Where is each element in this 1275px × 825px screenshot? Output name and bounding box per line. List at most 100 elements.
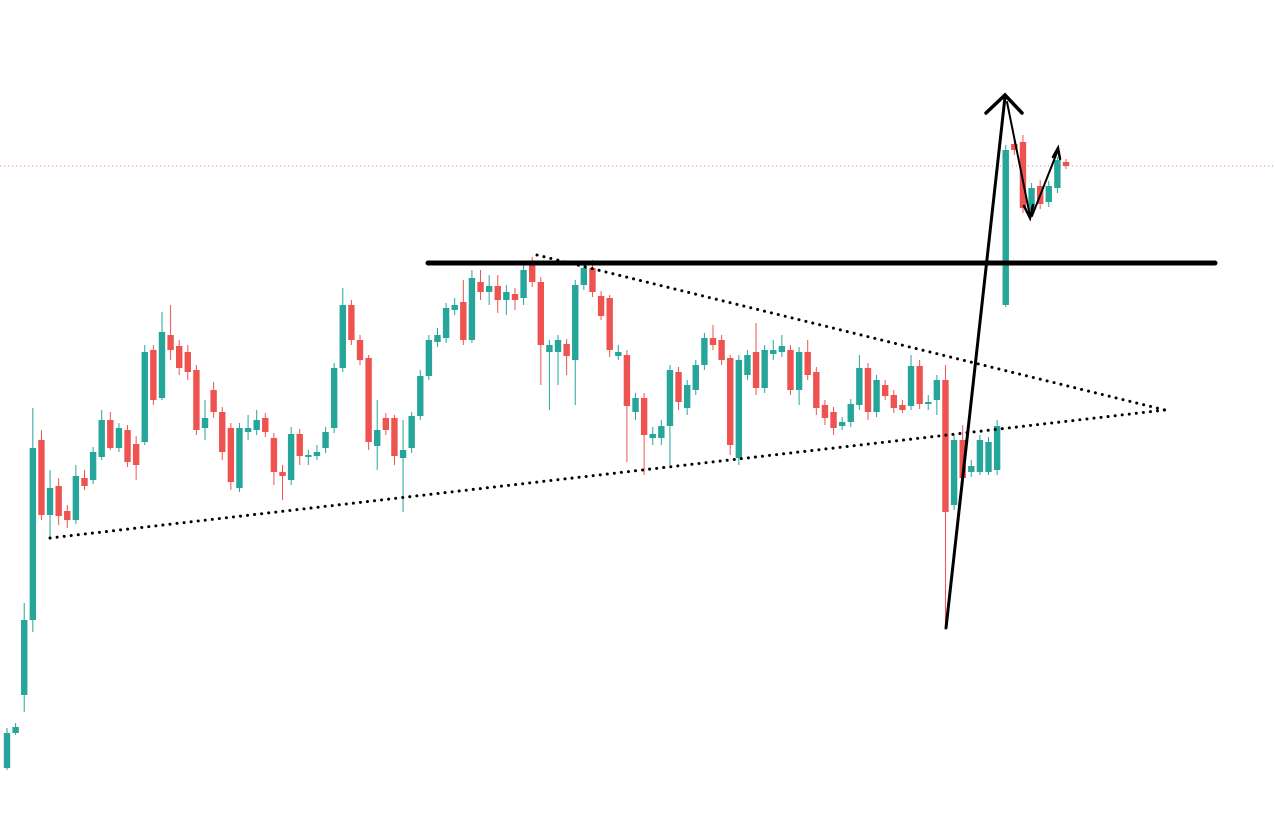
candle-body (847, 404, 854, 422)
candle-body (709, 338, 717, 345)
bounce-arrow (1031, 149, 1059, 217)
drawings (48, 92, 1218, 630)
candle-body (597, 296, 605, 316)
candle-body (46, 488, 54, 515)
candle-body (408, 416, 415, 448)
candle-body (589, 268, 596, 292)
candle-body (313, 452, 321, 456)
candle-body (38, 440, 45, 515)
candle-body (107, 420, 114, 448)
candle-body (356, 340, 364, 360)
candle-body (675, 372, 682, 402)
candle-body (468, 278, 476, 340)
candle-body (365, 358, 372, 442)
candle-body (64, 511, 71, 520)
candle-body (933, 380, 941, 400)
candle-body (563, 344, 570, 356)
candle-body (485, 286, 493, 292)
candle-body (339, 305, 346, 368)
candle-body (520, 270, 527, 298)
candle-body (890, 395, 898, 408)
candle-body (701, 338, 708, 365)
candle-body (425, 340, 433, 376)
candle-body (744, 355, 751, 375)
candle-body (735, 360, 743, 458)
candle-body (434, 335, 441, 342)
candle-body (580, 268, 588, 285)
candle-body (167, 335, 174, 350)
candle-body (175, 346, 183, 368)
candle-body (658, 426, 665, 438)
candle-body (330, 368, 338, 428)
candle-body (391, 418, 398, 456)
candle-body (537, 282, 545, 345)
candle-body (993, 426, 1001, 470)
candle-body (830, 412, 837, 428)
candle-body (873, 380, 880, 412)
candle-body (925, 402, 932, 404)
candle-body (210, 390, 217, 412)
candle-body (761, 350, 768, 388)
candle-body (158, 332, 166, 398)
candle-body (244, 428, 252, 432)
candle-body (950, 440, 958, 505)
candle-body (442, 308, 450, 338)
candle-body (399, 450, 407, 458)
candle-body (348, 305, 355, 340)
candle-body (959, 440, 966, 478)
candle-body (305, 455, 312, 457)
candle-body (184, 352, 192, 372)
candle-body (546, 345, 553, 352)
candle-body (89, 452, 97, 480)
candle-body (322, 432, 329, 448)
candle-body (752, 352, 760, 388)
lower-trendline (48, 408, 1167, 540)
candle-body (640, 398, 648, 435)
candle-body (813, 372, 820, 408)
candle-body (511, 294, 519, 300)
candle-body (976, 440, 984, 472)
candle-body (219, 412, 226, 452)
candle-body (98, 420, 105, 457)
candle-body (55, 486, 62, 516)
candle-body (718, 340, 725, 360)
candle-body (12, 727, 19, 733)
arrow-head (1051, 144, 1062, 161)
candle-body (787, 350, 794, 390)
candle-body (615, 352, 622, 356)
candle-body (503, 292, 510, 300)
candle-body (279, 472, 286, 476)
candle-body (374, 430, 381, 446)
candle-body (554, 340, 562, 352)
candle-body (193, 370, 200, 430)
candle-body (132, 444, 140, 465)
candle-body (985, 442, 992, 472)
candle-body (451, 305, 458, 310)
arrow-head (1022, 203, 1035, 222)
pullback-arrow (1006, 101, 1031, 217)
candle-body (795, 352, 803, 390)
candle-body (649, 434, 656, 438)
candle-body (942, 380, 949, 512)
candle-body (770, 350, 777, 354)
candle-body (287, 434, 295, 480)
candle-body (296, 434, 303, 456)
candle-body (899, 405, 906, 410)
candle-body (494, 286, 501, 300)
candle-body (3, 733, 11, 768)
candle-body (115, 428, 123, 448)
arrow-head (984, 92, 1024, 115)
candle-body (1002, 150, 1009, 305)
candle-body (856, 368, 863, 405)
candle-body (1062, 162, 1070, 166)
candle-body (1054, 160, 1061, 188)
candle-body (124, 430, 131, 462)
candle-body (1028, 188, 1035, 210)
candle-body (141, 352, 148, 442)
upper-trendline (535, 253, 1167, 412)
candle-body (916, 366, 923, 404)
candle-body (262, 418, 269, 432)
candle-body (477, 282, 484, 292)
candle-body (666, 370, 674, 426)
